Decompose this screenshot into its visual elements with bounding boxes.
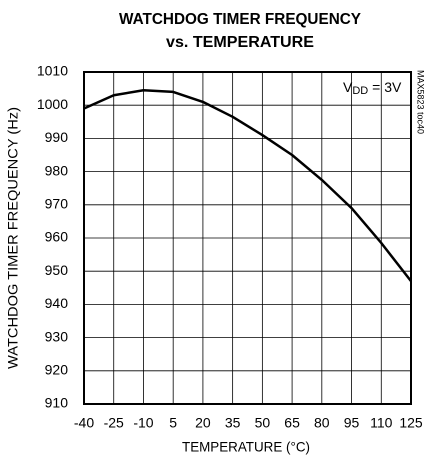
annotation-part: DD [352,85,368,97]
x-tick-label: 20 [195,415,211,431]
plot: 910 920 930 940 950 960 970 980 990 1000 1010 -40 -2… [37,63,423,431]
y-tick-label: 980 [45,162,69,178]
annotation-part: V [343,79,353,95]
y-tick-label: 960 [45,229,69,245]
annotation-part: = 3V [368,79,402,95]
plot-frame [83,71,412,405]
x-tick-label: 110 [370,415,393,431]
x-tick-label: 50 [255,415,271,431]
y-tick-label: 990 [45,129,69,145]
x-tick-label: 125 [399,415,423,431]
side-note: MAX5823 toc40 [416,70,426,134]
chart-title: vs. TEMPERATURE [166,34,314,51]
x-tick-label: 65 [284,415,300,431]
x-tick-label: 95 [344,415,360,431]
y-tick-label: 930 [45,328,69,344]
line-series [83,89,412,282]
y-tick-label: 920 [45,362,69,378]
x-axis-label: TEMPERATURE (°C) [182,439,310,455]
annotation: VDD = 3V [343,79,402,97]
x-tick-label: 80 [314,415,330,431]
y-tick-label: 940 [45,295,69,311]
y-axis-label: WATCHDOG TIMER FREQUENCY (Hz) [5,107,21,369]
y-tick-label: 1000 [37,96,68,112]
x-tick-label: 5 [169,415,177,431]
x-tick-label: -25 [104,415,124,431]
y-tick-label: 970 [45,196,69,212]
y-tick-label: 910 [45,395,69,411]
chart-title: WATCHDOG TIMER FREQUENCY [119,11,361,28]
x-tick-label: 35 [225,415,241,431]
x-tick-label: -40 [74,415,94,431]
y-tick-label: 1010 [37,63,68,79]
x-tick-label: -10 [133,415,153,431]
y-tick-label: 950 [45,262,69,278]
